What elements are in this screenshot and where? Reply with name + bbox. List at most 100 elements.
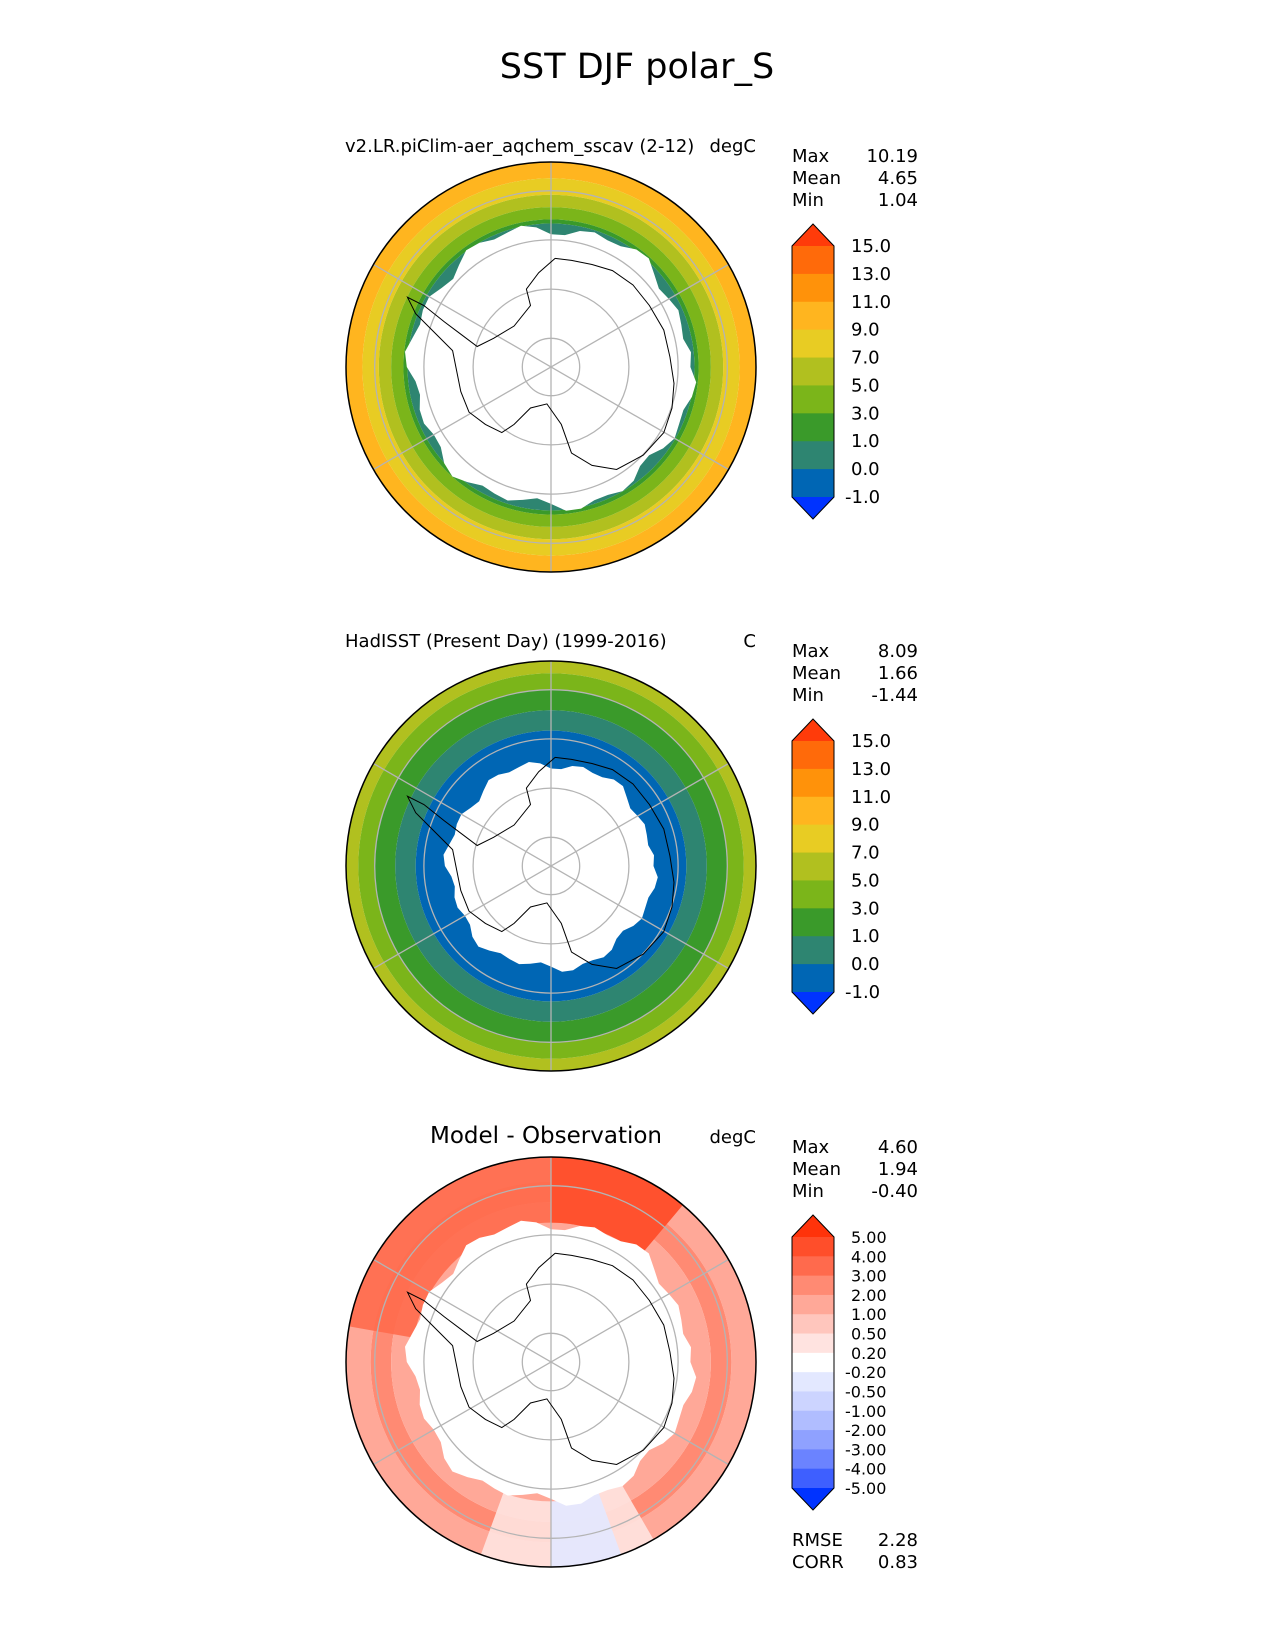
panel-diff-title-right: degC bbox=[710, 1127, 757, 1148]
colorbar-cell bbox=[792, 246, 834, 275]
colorbar-cell bbox=[792, 1410, 834, 1431]
panel-diff: Model - Observation degC Max 4.60 Mean 1.94… bbox=[345, 1123, 918, 1573]
graticule bbox=[373, 162, 729, 572]
panel-diff-footer: RMSE 2.28 CORR 0.83 bbox=[792, 1530, 918, 1573]
colorbar-tick-label: -1.00 bbox=[845, 1402, 886, 1421]
colorbar-cell bbox=[792, 964, 834, 993]
colorbar-cell bbox=[792, 329, 834, 359]
colorbar-tick-label: 7.0 bbox=[851, 843, 880, 864]
colorbar-tick-label: 0.0 bbox=[851, 459, 880, 480]
meridian-line bbox=[373, 762, 729, 970]
panel-obs-colorbar: -1.0 0.0 1.0 3.0 5.0 7.0 9.0 11.0 13.0 15.0 bbox=[791, 718, 891, 1015]
stat-label-max: Max bbox=[792, 641, 830, 662]
stat-label-mean: Mean bbox=[792, 1159, 841, 1180]
colorbar-tick-label: -4.00 bbox=[845, 1460, 886, 1479]
stat-label-max: Max bbox=[792, 1137, 830, 1158]
footer-label-corr: CORR bbox=[792, 1552, 844, 1573]
colorbar-cell bbox=[792, 357, 834, 386]
footer-value-rmse: 2.28 bbox=[878, 1530, 918, 1551]
sst-region bbox=[551, 1157, 683, 1256]
colorbar-tick-label: 0.20 bbox=[851, 1344, 887, 1363]
colorbar-cell bbox=[792, 852, 834, 881]
colorbar-extend-min bbox=[792, 497, 834, 519]
footer-label-rmse: RMSE bbox=[792, 1530, 843, 1551]
panel-diff-map bbox=[345, 1156, 757, 1568]
stat-value-max: 10.19 bbox=[866, 146, 918, 167]
colorbar-cell bbox=[792, 908, 834, 937]
panel-diff-stats: Max 4.60 Mean 1.94 Min -0.40 bbox=[792, 1137, 918, 1202]
stat-label-max: Max bbox=[792, 146, 830, 167]
panel-test-title-right: degC bbox=[710, 136, 757, 157]
stat-label-min: Min bbox=[792, 190, 824, 211]
stat-value-max: 8.09 bbox=[878, 641, 918, 662]
colorbar-outline bbox=[791, 718, 835, 1015]
colorbar-tick-label: 9.0 bbox=[851, 815, 880, 836]
map-border bbox=[345, 161, 757, 573]
colorbar-outline bbox=[791, 1214, 835, 1511]
map-field bbox=[346, 162, 756, 572]
colorbar-cell bbox=[792, 741, 834, 770]
colorbar-tick-label: 5.0 bbox=[851, 375, 880, 396]
colorbar-tick-label: -0.20 bbox=[845, 1363, 886, 1382]
map-field bbox=[346, 661, 756, 1071]
colorbar-extend-max bbox=[792, 719, 834, 741]
colorbar-cell bbox=[792, 824, 834, 854]
coastline bbox=[406, 1252, 675, 1466]
colorbar-tick-label: -0.50 bbox=[845, 1382, 886, 1401]
colorbar-tick-label: 9.0 bbox=[851, 320, 880, 341]
stat-value-min: 1.04 bbox=[878, 190, 918, 211]
footer-value-corr: 0.83 bbox=[878, 1552, 918, 1573]
panel-diff-colorbar: -5.00-4.00-3.00-2.00-1.00-0.50-0.200.200… bbox=[791, 1214, 887, 1511]
panel-test-map bbox=[345, 161, 757, 573]
colorbar-cell bbox=[792, 1314, 834, 1335]
colorbar-cell bbox=[792, 796, 834, 826]
graticule bbox=[373, 661, 729, 1071]
colorbar-cell bbox=[792, 1275, 834, 1296]
colorbar-cell bbox=[792, 385, 834, 414]
colorbar-cell bbox=[792, 936, 834, 965]
colorbar-cell bbox=[792, 880, 834, 909]
map-field bbox=[346, 1157, 756, 1567]
stat-value-mean: 1.66 bbox=[878, 663, 918, 684]
colorbar-cell bbox=[792, 1391, 834, 1412]
meridian-line bbox=[373, 263, 729, 471]
colorbar-cell bbox=[792, 1237, 834, 1257]
stat-label-min: Min bbox=[792, 1181, 824, 1202]
colorbar-extend-min bbox=[792, 992, 834, 1014]
colorbar-cell bbox=[792, 1352, 834, 1373]
colorbar-tick-label: 5.00 bbox=[851, 1228, 887, 1247]
colorbar-extend-min bbox=[792, 1488, 834, 1510]
colorbar-tick-label: 11.0 bbox=[851, 787, 891, 808]
panel-obs-stats: Max 8.09 Mean 1.66 Min -1.44 bbox=[792, 641, 918, 706]
coastline bbox=[406, 756, 675, 970]
stat-value-mean: 4.65 bbox=[878, 168, 918, 189]
colorbar-tick-label: 3.00 bbox=[851, 1267, 887, 1286]
colorbar-tick-label: 0.0 bbox=[851, 954, 880, 975]
colorbar-cell bbox=[792, 273, 834, 303]
colorbar-cell bbox=[792, 1449, 834, 1470]
colorbar-tick-label: 3.0 bbox=[851, 403, 880, 424]
colorbar-cell bbox=[792, 441, 834, 470]
graticule bbox=[373, 1157, 729, 1567]
colorbar-cell bbox=[792, 1294, 834, 1315]
panel-obs-title-right: C bbox=[743, 631, 756, 652]
panel-obs-map bbox=[345, 660, 757, 1072]
stat-value-mean: 1.94 bbox=[878, 1159, 918, 1180]
panel-test-colorbar: -1.0 0.0 1.0 3.0 5.0 7.0 9.0 11.0 13.0 15.0 bbox=[791, 223, 891, 520]
colorbar-cell bbox=[792, 413, 834, 442]
colorbar-tick-label: 4.00 bbox=[851, 1247, 887, 1266]
colorbar-cell bbox=[792, 1468, 834, 1489]
panel-test: v2.LR.piClim-aer_aqchem_sscav (2-12) deg… bbox=[345, 136, 918, 573]
colorbar-tick-label: 13.0 bbox=[851, 264, 891, 285]
stat-value-max: 4.60 bbox=[878, 1137, 918, 1158]
colorbar-outline bbox=[791, 223, 835, 520]
colorbar-tick-label: 15.0 bbox=[851, 731, 891, 752]
stat-label-mean: Mean bbox=[792, 168, 841, 189]
stat-value-min: -1.44 bbox=[871, 685, 918, 706]
colorbar-cell bbox=[792, 768, 834, 798]
colorbar-cell bbox=[792, 1333, 834, 1354]
colorbar-tick-label: 7.0 bbox=[851, 348, 880, 369]
stat-value-min: -0.40 bbox=[871, 1181, 918, 1202]
colorbar-extend-max bbox=[792, 1215, 834, 1237]
